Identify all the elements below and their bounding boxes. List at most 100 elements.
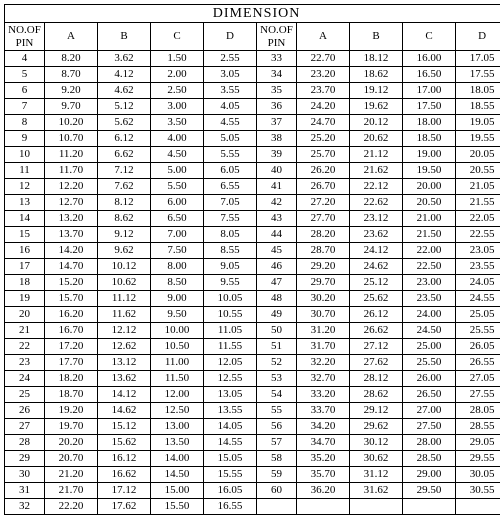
dim-cell: 12.62 — [98, 339, 151, 355]
table-row: 2619.2014.6212.5013.555533.7029.1227.002… — [5, 403, 500, 419]
table-title: DIMENSION — [5, 5, 500, 23]
dim-cell: 33.20 — [297, 387, 350, 403]
dim-cell: 25.55 — [456, 323, 500, 339]
dim-cell: 25.20 — [297, 131, 350, 147]
dim-cell: 28.70 — [297, 243, 350, 259]
table-row: 1413.208.626.507.554327.7023.1221.0022.0… — [5, 211, 500, 227]
dim-cell: 31.70 — [297, 339, 350, 355]
table-row: 2518.7014.1212.0013.055433.2028.6226.502… — [5, 387, 500, 403]
table-row: 3222.2017.6215.5016.55 — [5, 499, 500, 515]
table-row: 2920.7016.1214.0015.055835.2030.6228.502… — [5, 451, 500, 467]
dim-cell: 11.62 — [98, 307, 151, 323]
dim-cell: 21.62 — [350, 163, 403, 179]
dim-cell: 32.70 — [297, 371, 350, 387]
dim-cell: 11.00 — [151, 355, 204, 371]
pin-cell: 56 — [257, 419, 297, 435]
pin-cell: 33 — [257, 51, 297, 67]
dim-cell: 25.05 — [456, 307, 500, 323]
pin-cell: 11 — [5, 163, 45, 179]
dim-cell: 18.50 — [403, 131, 456, 147]
dim-cell: 6.12 — [98, 131, 151, 147]
pin-cell: 26 — [5, 403, 45, 419]
pin-cell: 17 — [5, 259, 45, 275]
dim-cell: 5.50 — [151, 179, 204, 195]
pin-cell: 43 — [257, 211, 297, 227]
dimension-table: DIMENSION NO.OFPINABCDNO.OFPINABCD 48.20… — [4, 4, 500, 515]
dim-cell: 27.50 — [403, 419, 456, 435]
dim-cell: 9.05 — [204, 259, 257, 275]
dim-cell: 8.70 — [45, 67, 98, 83]
dim-cell: 9.20 — [45, 83, 98, 99]
dim-cell: 26.70 — [297, 179, 350, 195]
dim-cell: 27.55 — [456, 387, 500, 403]
col-header-dim: D — [204, 23, 257, 51]
dim-cell: 20.62 — [350, 131, 403, 147]
dim-cell: 16.50 — [403, 67, 456, 83]
pin-cell: 19 — [5, 291, 45, 307]
pin-cell: 12 — [5, 179, 45, 195]
dim-cell: 33.70 — [297, 403, 350, 419]
pin-cell: 18 — [5, 275, 45, 291]
dim-cell: 25.50 — [403, 355, 456, 371]
dim-cell: 29.55 — [456, 451, 500, 467]
dim-cell: 11.12 — [98, 291, 151, 307]
dim-cell: 4.55 — [204, 115, 257, 131]
dim-cell: 28.00 — [403, 435, 456, 451]
dim-cell: 29.20 — [297, 259, 350, 275]
pin-cell: 49 — [257, 307, 297, 323]
table-row: 2317.7013.1211.0012.055232.2027.6225.502… — [5, 355, 500, 371]
dim-cell: 30.55 — [456, 483, 500, 499]
dim-cell: 9.62 — [98, 243, 151, 259]
dim-cell: 26.55 — [456, 355, 500, 371]
dim-cell: 34.70 — [297, 435, 350, 451]
dim-cell: 28.12 — [350, 371, 403, 387]
dim-cell: 2.55 — [204, 51, 257, 67]
pin-cell: 44 — [257, 227, 297, 243]
dim-cell: 8.50 — [151, 275, 204, 291]
dim-cell: 16.70 — [45, 323, 98, 339]
dim-cell: 17.00 — [403, 83, 456, 99]
dim-cell: 26.12 — [350, 307, 403, 323]
pin-cell: 39 — [257, 147, 297, 163]
pin-cell: 13 — [5, 195, 45, 211]
pin-cell: 40 — [257, 163, 297, 179]
dim-cell: 19.05 — [456, 115, 500, 131]
dim-cell — [456, 499, 500, 515]
dim-cell: 17.70 — [45, 355, 98, 371]
pin-cell: 24 — [5, 371, 45, 387]
pin-cell: 29 — [5, 451, 45, 467]
dim-cell: 7.62 — [98, 179, 151, 195]
dim-cell: 23.70 — [297, 83, 350, 99]
dim-cell: 17.05 — [456, 51, 500, 67]
dim-cell: 23.00 — [403, 275, 456, 291]
table-row: 1011.206.624.505.553925.7021.1219.0020.0… — [5, 147, 500, 163]
dim-cell: 22.05 — [456, 211, 500, 227]
dim-cell: 20.00 — [403, 179, 456, 195]
dim-cell: 29.62 — [350, 419, 403, 435]
pin-cell: 53 — [257, 371, 297, 387]
dim-cell: 7.05 — [204, 195, 257, 211]
dim-cell: 15.12 — [98, 419, 151, 435]
dim-cell: 20.50 — [403, 195, 456, 211]
dim-cell: 13.00 — [151, 419, 204, 435]
pin-cell: 34 — [257, 67, 297, 83]
table-row: 810.205.623.504.553724.7020.1218.0019.05 — [5, 115, 500, 131]
dim-cell: 19.12 — [350, 83, 403, 99]
dim-cell: 10.70 — [45, 131, 98, 147]
dim-cell: 10.00 — [151, 323, 204, 339]
dim-cell: 17.55 — [456, 67, 500, 83]
dim-cell: 15.05 — [204, 451, 257, 467]
dim-cell: 28.55 — [456, 419, 500, 435]
dim-cell: 12.50 — [151, 403, 204, 419]
dim-cell: 28.50 — [403, 451, 456, 467]
dim-cell: 27.12 — [350, 339, 403, 355]
dim-cell: 35.70 — [297, 467, 350, 483]
dim-cell: 20.55 — [456, 163, 500, 179]
dim-cell: 27.70 — [297, 211, 350, 227]
table-row: 2719.7015.1213.0014.055634.2029.6227.502… — [5, 419, 500, 435]
dim-cell: 23.62 — [350, 227, 403, 243]
dim-cell: 4.12 — [98, 67, 151, 83]
dim-cell: 32.20 — [297, 355, 350, 371]
dim-cell: 12.12 — [98, 323, 151, 339]
pin-cell: 46 — [257, 259, 297, 275]
